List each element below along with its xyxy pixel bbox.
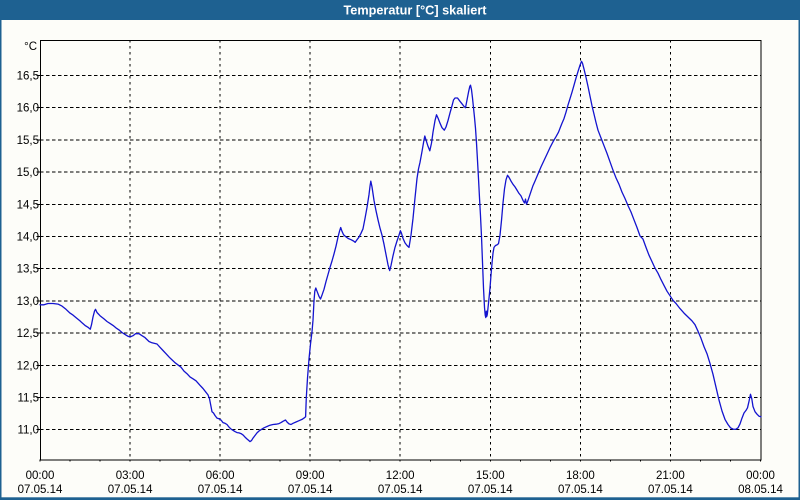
svg-text:Temperatur [°C] skaliert: Temperatur [°C] skaliert [343,4,487,18]
svg-text:07.05.14: 07.05.14 [558,484,603,496]
svg-text:16,0: 16,0 [17,103,39,115]
svg-text:06:00: 06:00 [206,470,235,482]
svg-text:12,0: 12,0 [17,360,39,372]
svg-text:07.05.14: 07.05.14 [468,484,513,496]
svg-text:16,5: 16,5 [17,71,39,83]
svg-text:12:00: 12:00 [386,470,415,482]
svg-text:15:00: 15:00 [476,470,505,482]
svg-text:03:00: 03:00 [116,470,145,482]
svg-text:21:00: 21:00 [656,470,685,482]
svg-text:00:00: 00:00 [746,470,775,482]
svg-text:18:00: 18:00 [566,470,595,482]
svg-text:07.05.14: 07.05.14 [198,484,243,496]
svg-text:07.05.14: 07.05.14 [648,484,693,496]
svg-text:14,5: 14,5 [17,199,39,211]
svg-text:15,5: 15,5 [17,135,39,147]
svg-text:13,5: 13,5 [17,264,39,276]
svg-text:08.05.14: 08.05.14 [738,484,783,496]
svg-text:15,0: 15,0 [17,167,39,179]
svg-text:11,5: 11,5 [17,393,39,405]
svg-text:07.05.14: 07.05.14 [378,484,423,496]
svg-text:11,0: 11,0 [17,425,39,437]
svg-text:°C: °C [24,41,37,53]
svg-text:14,0: 14,0 [17,232,39,244]
svg-text:07.05.14: 07.05.14 [18,484,63,496]
svg-text:12,5: 12,5 [17,328,39,340]
svg-text:13,0: 13,0 [17,296,39,308]
svg-text:09:00: 09:00 [296,470,325,482]
svg-text:07.05.14: 07.05.14 [288,484,333,496]
svg-text:07.05.14: 07.05.14 [108,484,153,496]
svg-text:00:00: 00:00 [26,470,55,482]
